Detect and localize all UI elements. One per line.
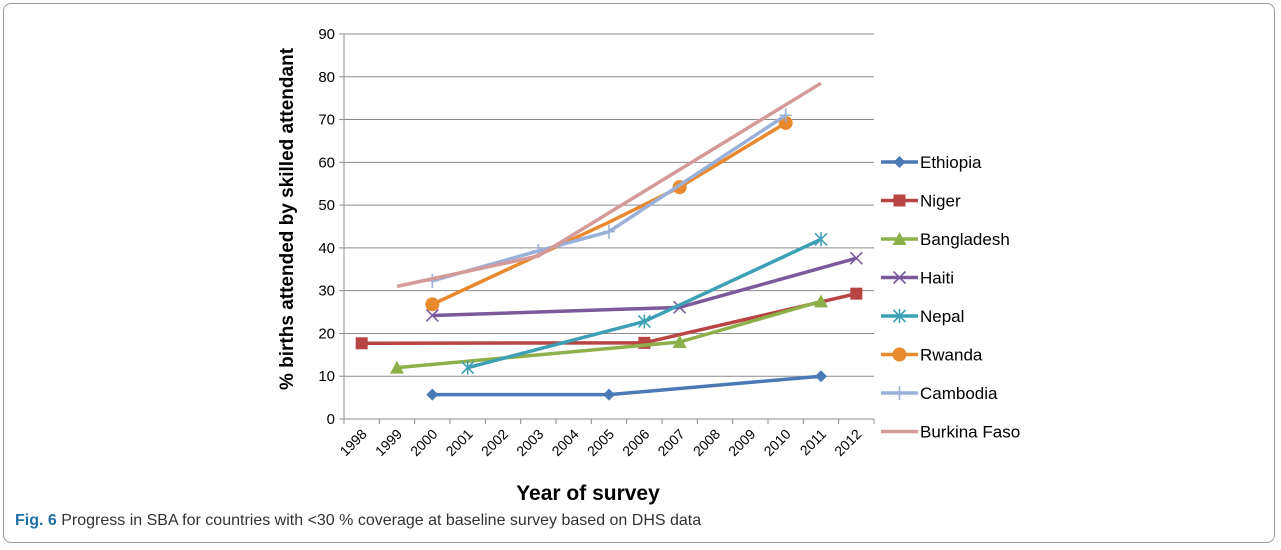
x-tick-label: 1999 — [372, 426, 405, 459]
figure-number: Fig. 6 — [15, 512, 57, 529]
diamond-marker — [894, 156, 906, 168]
square-marker — [894, 195, 906, 207]
series-line-burkina-faso — [397, 83, 821, 286]
legend-item-rwanda: Rwanda — [881, 346, 983, 365]
data-point-niger — [850, 288, 862, 300]
legend-label: Burkina Faso — [920, 423, 1020, 442]
x-tick-label: 2005 — [584, 426, 617, 459]
x-tick-label: 2006 — [619, 426, 652, 459]
legend-label: Niger — [920, 192, 961, 211]
series-niger — [356, 288, 863, 350]
y-tick-label: 90 — [318, 26, 335, 43]
legend-item-ethiopia: Ethiopia — [881, 153, 982, 172]
data-point-rwanda — [425, 297, 439, 311]
legend-label: Nepal — [920, 307, 964, 326]
caption-text: Progress in SBA for countries with <30 %… — [61, 512, 701, 529]
legend-label: Cambodia — [920, 384, 998, 403]
legend-label: Haiti — [920, 269, 954, 288]
circle-marker — [893, 348, 907, 362]
legend-label: Bangladesh — [920, 230, 1010, 249]
y-tick-label: 30 — [318, 283, 335, 300]
x-tick-label: 2008 — [690, 426, 723, 459]
data-point-ethiopia — [815, 370, 827, 382]
x-tick-label: 2002 — [478, 426, 511, 459]
legend-item-cambodia: Cambodia — [881, 384, 998, 403]
legend-item-burkina-faso: Burkina Faso — [881, 423, 1020, 442]
x-tick-label: 2010 — [760, 426, 793, 459]
series-line-ethiopia — [432, 376, 821, 394]
y-tick-label: 0 — [327, 411, 335, 428]
x-tick-label: 2012 — [831, 426, 864, 459]
x-tick-label: 2011 — [797, 426, 830, 459]
legend-item-niger: Niger — [881, 192, 961, 211]
y-tick-label: 70 — [318, 112, 335, 129]
y-axis-title: % births attended by skilled attendant — [277, 47, 298, 390]
data-point-ethiopia — [426, 389, 438, 401]
x-tick-label: 2009 — [725, 426, 758, 459]
series-ethiopia — [426, 370, 827, 400]
series-bangladesh — [390, 294, 828, 373]
data-point-cambodia — [603, 225, 615, 239]
x-tick-label: 2001 — [442, 426, 475, 459]
x-axis-title: Year of survey — [516, 482, 660, 505]
legend-item-haiti: Haiti — [881, 269, 954, 288]
figure-caption: Fig. 6 Progress in SBA for countries wit… — [15, 512, 701, 530]
legend-item-bangladesh: Bangladesh — [881, 230, 1010, 249]
y-tick-label: 10 — [318, 368, 335, 385]
legend-item-nepal: Nepal — [881, 307, 964, 326]
data-point-ethiopia — [603, 389, 615, 401]
legend-label: Rwanda — [920, 346, 983, 365]
y-tick-label: 80 — [318, 69, 335, 86]
y-tick-label: 40 — [318, 240, 335, 257]
x-tick-label: 2000 — [407, 426, 440, 459]
x-tick-label: 2004 — [548, 426, 581, 459]
data-point-nepal — [815, 232, 827, 246]
plus-marker — [894, 386, 906, 400]
y-tick-label: 60 — [318, 154, 335, 171]
x-tick-label: 2003 — [513, 426, 546, 459]
series-line-cambodia — [432, 115, 785, 281]
x-tick-label: 1998 — [336, 426, 369, 459]
x-tick-label: 2007 — [654, 426, 687, 459]
legend-label: Ethiopia — [920, 153, 982, 172]
gridlines — [344, 34, 874, 376]
y-tick-labels: 0 10 20 30 40 50 60 70 80 90 — [318, 26, 335, 428]
series-nepal — [462, 232, 827, 374]
legend: Ethiopia Niger Bangladesh Haiti Nepal Rwanda C… — [881, 153, 1020, 442]
series-burkina-faso — [397, 83, 821, 286]
figure-frame: 0 10 20 30 40 50 60 70 80 90 1998 1999 2000 2001 2002… — [3, 3, 1275, 543]
data-point-niger — [356, 337, 368, 349]
series-lines — [356, 83, 863, 400]
y-tick-label: 50 — [318, 197, 335, 214]
line-chart: 0 10 20 30 40 50 60 70 80 90 1998 1999 2000 2001 2002… — [4, 4, 1276, 509]
x-tick-labels: 1998 1999 2000 2001 2002 2003 2004 2005 2006 2007… — [336, 426, 864, 459]
y-tick-label: 20 — [318, 325, 335, 342]
